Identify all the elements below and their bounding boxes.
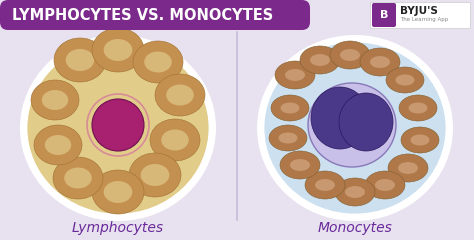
- Ellipse shape: [269, 125, 307, 151]
- Ellipse shape: [398, 162, 418, 174]
- Ellipse shape: [345, 186, 365, 198]
- Ellipse shape: [285, 69, 305, 81]
- Ellipse shape: [129, 153, 181, 197]
- Text: BYJU'S: BYJU'S: [400, 6, 438, 16]
- Ellipse shape: [401, 127, 439, 153]
- Ellipse shape: [315, 179, 335, 191]
- Ellipse shape: [34, 125, 82, 165]
- Text: Monocytes: Monocytes: [318, 221, 392, 235]
- Ellipse shape: [279, 132, 298, 144]
- Ellipse shape: [365, 171, 405, 199]
- FancyBboxPatch shape: [372, 3, 396, 27]
- Ellipse shape: [64, 168, 92, 188]
- Ellipse shape: [161, 130, 189, 150]
- Ellipse shape: [310, 54, 330, 66]
- Ellipse shape: [92, 99, 144, 151]
- Text: The Learning App: The Learning App: [400, 18, 448, 23]
- Ellipse shape: [133, 41, 183, 83]
- Ellipse shape: [104, 39, 132, 61]
- Ellipse shape: [340, 49, 360, 61]
- Ellipse shape: [26, 41, 210, 215]
- Ellipse shape: [92, 28, 144, 72]
- Ellipse shape: [305, 171, 345, 199]
- Ellipse shape: [375, 179, 395, 191]
- Ellipse shape: [410, 134, 429, 145]
- FancyBboxPatch shape: [0, 0, 310, 30]
- Ellipse shape: [330, 41, 370, 69]
- Ellipse shape: [395, 74, 414, 85]
- Ellipse shape: [31, 80, 79, 120]
- Ellipse shape: [271, 95, 309, 121]
- Text: LYMPHOCYTES VS. MONOCYTES: LYMPHOCYTES VS. MONOCYTES: [12, 7, 273, 23]
- Text: B: B: [380, 10, 388, 20]
- Ellipse shape: [53, 157, 103, 199]
- Ellipse shape: [360, 48, 400, 76]
- Ellipse shape: [311, 87, 369, 149]
- Ellipse shape: [335, 178, 375, 206]
- Ellipse shape: [45, 135, 71, 155]
- Ellipse shape: [308, 83, 396, 167]
- Ellipse shape: [290, 159, 310, 171]
- Ellipse shape: [141, 164, 169, 186]
- Ellipse shape: [388, 154, 428, 182]
- Text: Lymphocytes: Lymphocytes: [72, 221, 164, 235]
- Ellipse shape: [144, 52, 172, 72]
- Ellipse shape: [166, 84, 194, 106]
- Ellipse shape: [280, 151, 320, 179]
- Ellipse shape: [155, 74, 205, 116]
- Ellipse shape: [92, 170, 144, 214]
- Ellipse shape: [399, 95, 437, 121]
- Ellipse shape: [150, 119, 200, 161]
- Ellipse shape: [339, 93, 393, 151]
- Ellipse shape: [263, 41, 447, 215]
- Ellipse shape: [104, 181, 132, 203]
- Ellipse shape: [281, 102, 300, 114]
- Ellipse shape: [300, 46, 340, 74]
- FancyBboxPatch shape: [370, 2, 470, 28]
- Ellipse shape: [386, 67, 424, 93]
- Ellipse shape: [370, 56, 390, 68]
- Ellipse shape: [54, 38, 106, 82]
- Ellipse shape: [20, 35, 216, 221]
- Ellipse shape: [42, 90, 68, 110]
- Ellipse shape: [275, 61, 315, 89]
- Ellipse shape: [257, 35, 453, 221]
- Ellipse shape: [409, 102, 428, 114]
- Ellipse shape: [66, 49, 94, 71]
